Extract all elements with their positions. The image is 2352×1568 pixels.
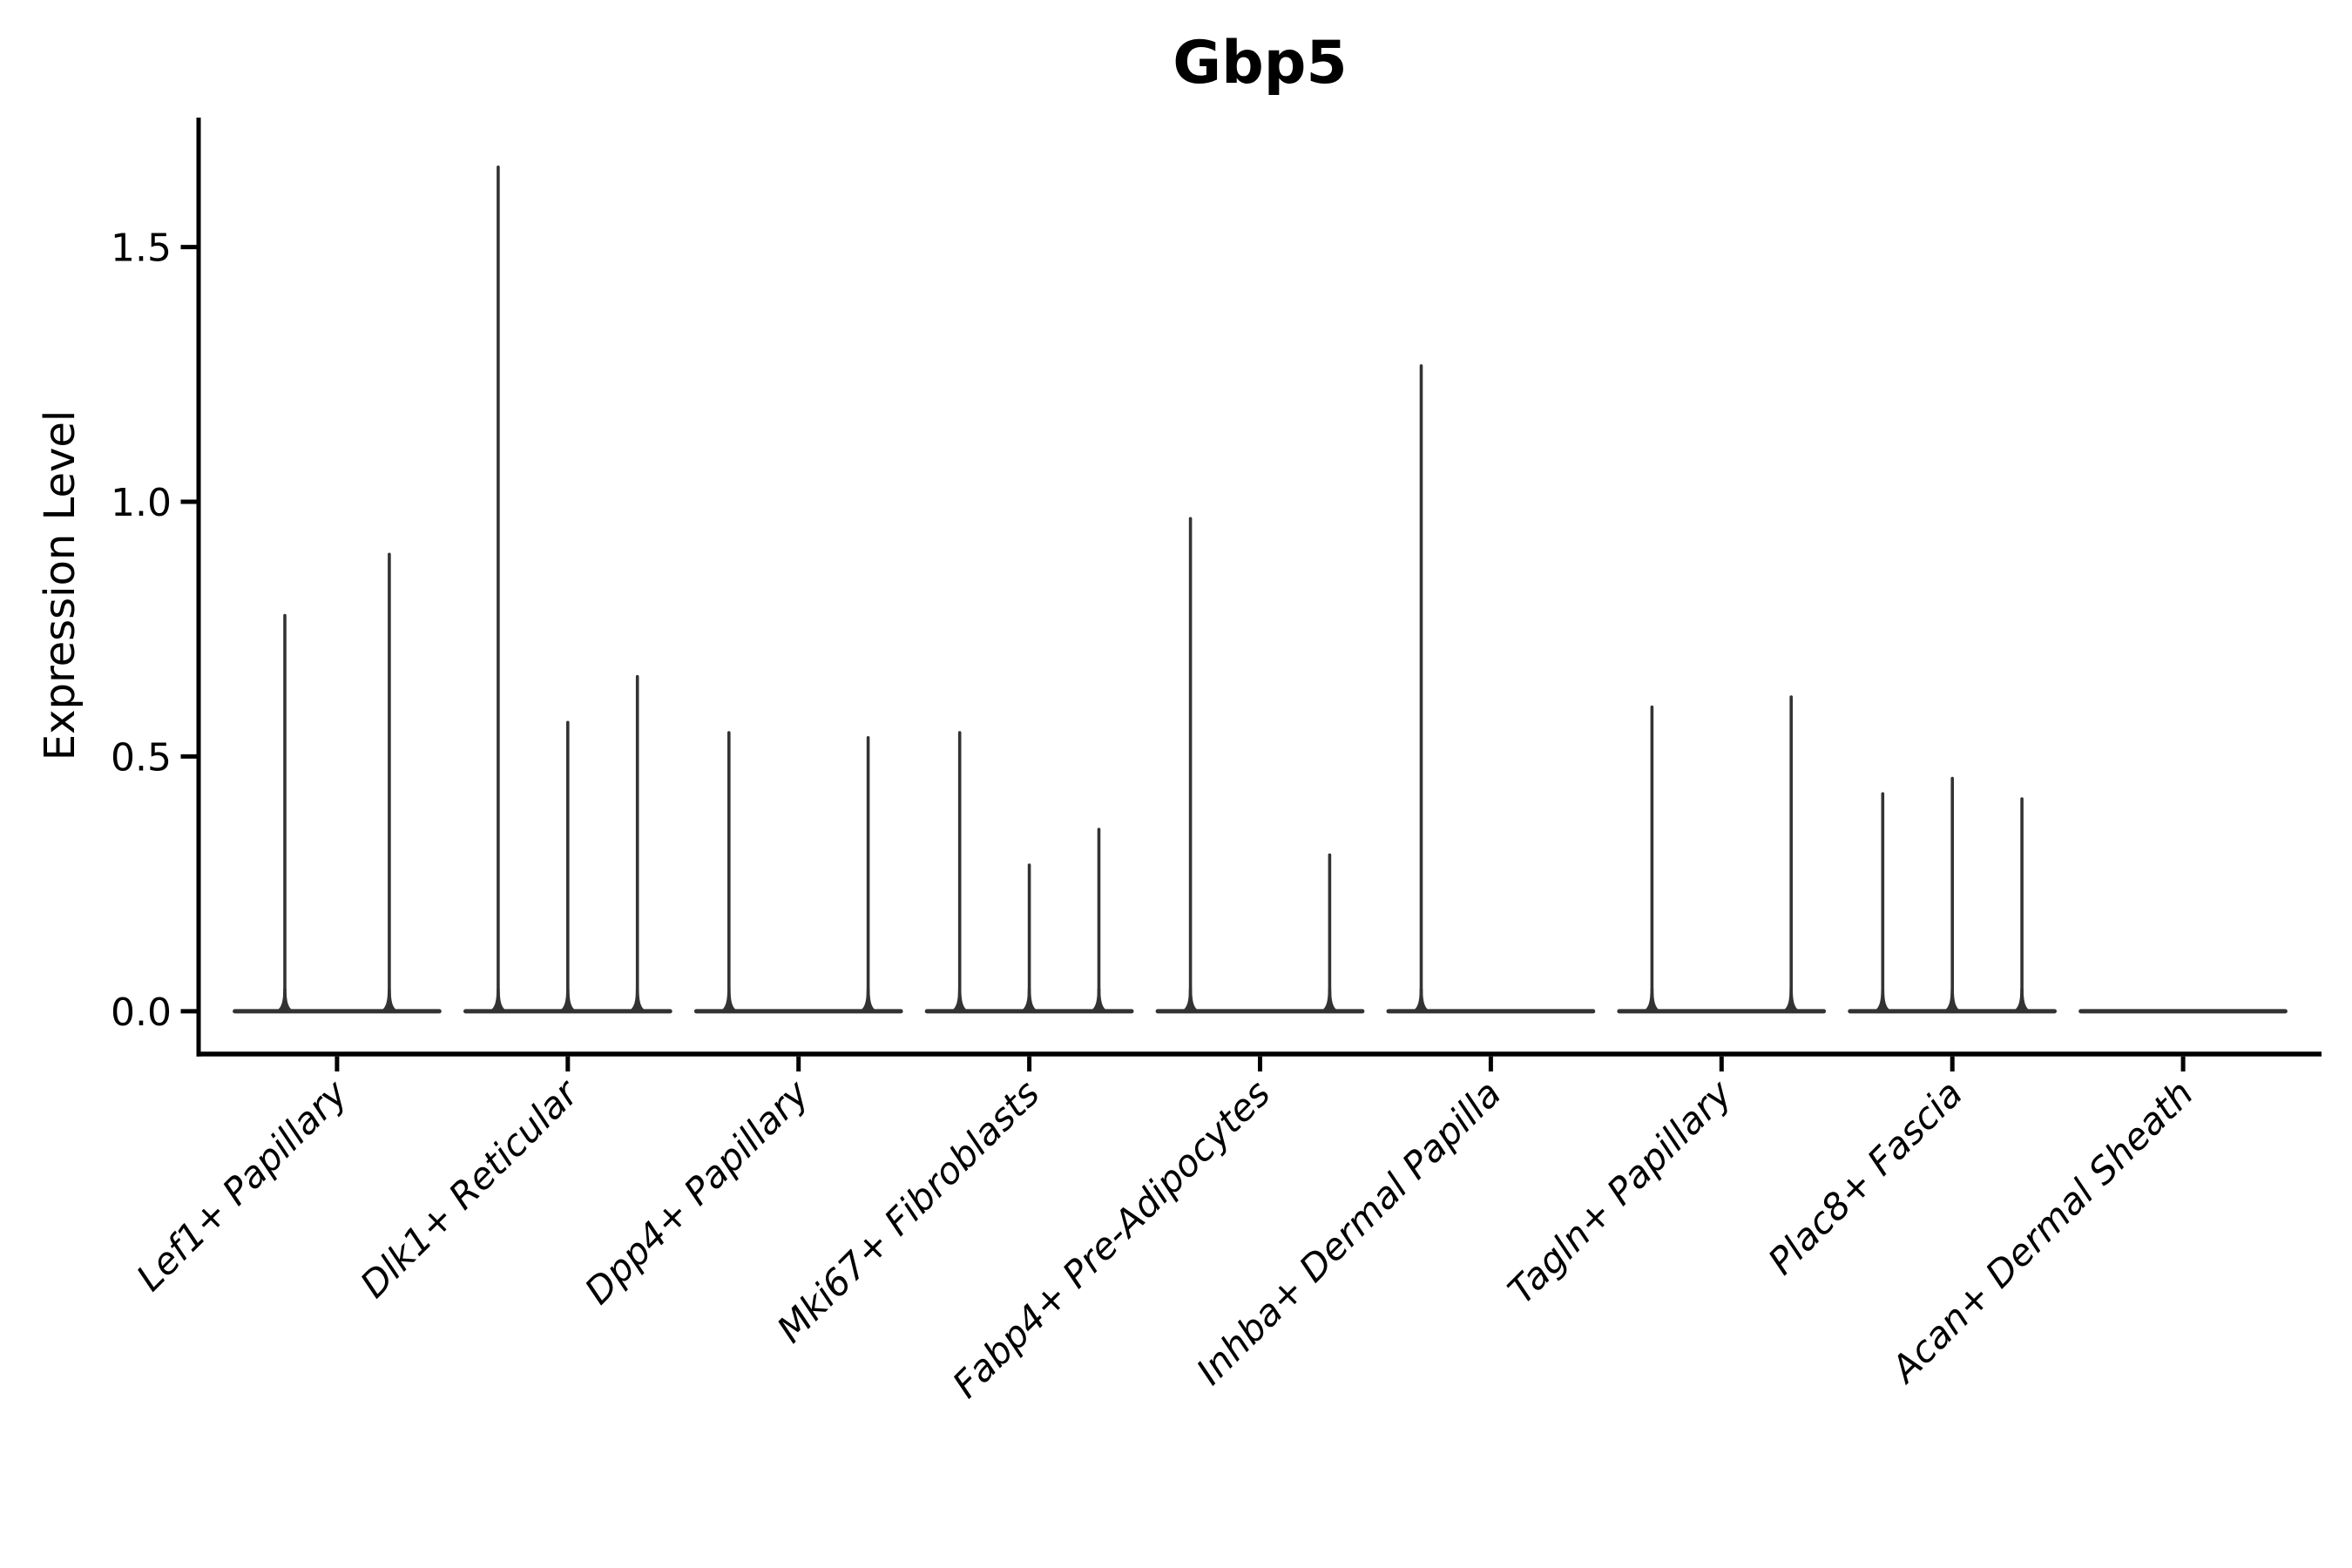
y-axis-title: Expression Level bbox=[36, 409, 84, 761]
x-tick-label: Lef1+ Papillary bbox=[128, 1071, 356, 1300]
y-tick-label: 0.5 bbox=[111, 735, 172, 780]
chart-title: Gbp5 bbox=[1173, 29, 1348, 98]
x-tick-label: Dlk1+ Reticular bbox=[352, 1070, 588, 1306]
x-tick-label: Mki67+ Fibroblasts bbox=[768, 1071, 1047, 1350]
x-tick-label: Tagln+ Papillary bbox=[1500, 1071, 1741, 1313]
y-tick-label: 1.0 bbox=[111, 481, 172, 525]
y-tick-label: 0.0 bbox=[111, 990, 172, 1035]
y-tick-label: 1.5 bbox=[111, 226, 172, 271]
x-tick-label: Dpp4+ Papillary bbox=[577, 1071, 818, 1313]
x-tick-label: Plac8+ Fascia bbox=[1760, 1071, 1970, 1282]
